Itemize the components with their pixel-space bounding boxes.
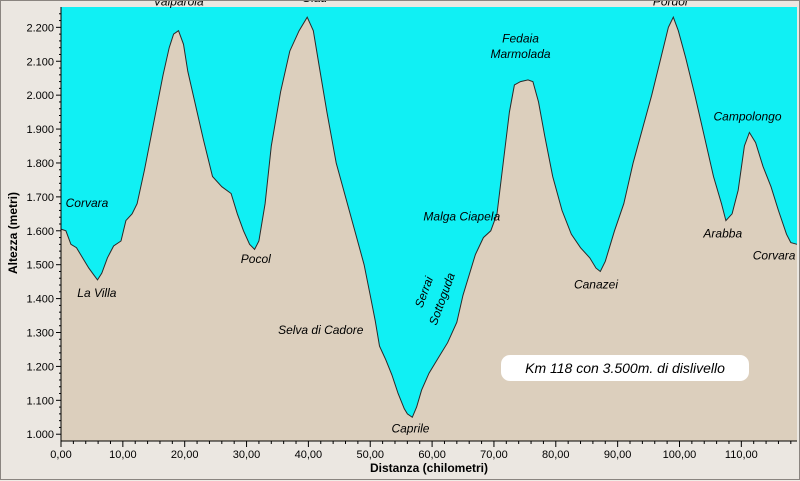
x-tick-label: 30,00 — [233, 449, 261, 461]
x-tick-label: 100,00 — [663, 449, 697, 461]
x-tick-label: 40,00 — [295, 449, 323, 461]
place-label: Valparola — [153, 1, 204, 8]
place-label: Campolongo — [713, 110, 781, 124]
y-tick-label: 1.200 — [26, 361, 54, 373]
x-tick-label: 50,00 — [356, 449, 384, 461]
y-tick-label: 1.500 — [26, 260, 54, 272]
x-tick-label: 110,00 — [725, 449, 758, 461]
y-tick-label: 1.100 — [26, 395, 54, 407]
y-tick-label: 1.400 — [26, 294, 54, 306]
place-label: Pocol — [241, 252, 271, 266]
y-tick-label: 1.300 — [26, 328, 54, 340]
x-tick-label: 20,00 — [171, 449, 199, 461]
elevation-profile-line — [60, 15, 798, 419]
place-annotations: Corvara La Villa Valparola Pocol Giau Selva d… — [66, 1, 796, 436]
y-tick-label: 1.800 — [26, 158, 54, 170]
place-label: Arabba — [702, 227, 742, 241]
x-tick-label: 60,00 — [418, 449, 446, 461]
place-label: Canazei — [574, 277, 618, 291]
y-tick-label: 2.200 — [26, 22, 54, 34]
note-box — [501, 355, 749, 381]
place-label: Malga Ciapela — [423, 210, 500, 224]
place-label: Giau — [302, 1, 328, 5]
x-tick-label: 90,00 — [604, 449, 632, 461]
place-label: Marmolada — [491, 47, 551, 61]
y-axis: 1.000 1.100 1.200 1.300 1.400 1.500 1.600 1.700… — [26, 7, 62, 441]
x-tick-label: 70,00 — [480, 449, 508, 461]
y-tick-label: 1.900 — [26, 124, 54, 136]
distance-climb-note: Km 118 con 3.500m. di dislivello — [501, 355, 749, 381]
x-tick-label: 80,00 — [542, 449, 570, 461]
y-tick-label: 1.000 — [26, 429, 54, 441]
y-tick-label: 1.600 — [26, 226, 54, 238]
place-label: Corvara — [753, 249, 796, 263]
note-text: Km 118 con 3.500m. di dislivello — [525, 360, 725, 376]
terrain-area — [61, 17, 797, 441]
x-tick-label: 10,00 — [109, 449, 137, 461]
y-tick-label: 1.700 — [26, 192, 54, 204]
x-axis: 0,00 10,00 20,00 30,00 40,00 50,00 60,00 70,00 8… — [50, 440, 797, 461]
place-label: Selva di Cadore — [278, 323, 364, 337]
plot-area — [60, 7, 798, 441]
place-label: La Villa — [77, 286, 116, 300]
y-tick-label: 2.100 — [26, 56, 54, 68]
x-axis-title: Distanza (chilometri) — [370, 461, 488, 475]
y-axis-title: Altezza (metri) — [6, 192, 20, 274]
y-tick-label: 2.000 — [26, 90, 54, 102]
place-label: Pordoi — [653, 1, 688, 8]
place-label: Fedaia — [502, 32, 539, 46]
x-tick-label: 0,00 — [50, 449, 71, 461]
place-label: Corvara — [66, 196, 109, 210]
place-label: Caprile — [391, 422, 429, 436]
